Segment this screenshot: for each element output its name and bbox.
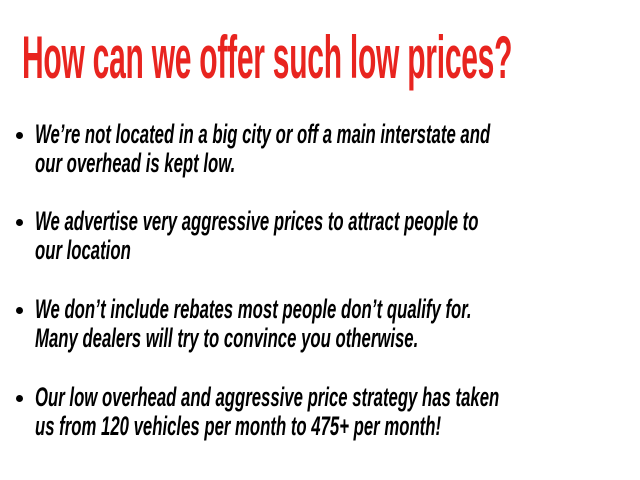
bullet-text-line: our location <box>35 235 131 265</box>
bullet-text-line: us from 120 vehicles per month to 475+ p… <box>35 411 442 441</box>
bullet-text-line: Many dealers will try to convince you ot… <box>35 323 419 353</box>
bullet-text-line: We advertise very aggressive prices to a… <box>35 206 479 236</box>
bullet-icon <box>16 395 23 402</box>
bullet-icon <box>16 132 23 139</box>
slide-title: How can we offer such low prices? <box>22 24 513 91</box>
bullet-text-line: Our low overhead and aggressive price st… <box>35 382 500 412</box>
bullet-text-line: We don’t include rebates most people don… <box>35 294 472 324</box>
bullet-icon <box>16 307 23 314</box>
bullet-text-line: We’re not located in a big city or off a… <box>35 119 491 149</box>
bullet-text-line: our overhead is kept low. <box>35 148 236 178</box>
bullet-icon <box>16 219 23 226</box>
